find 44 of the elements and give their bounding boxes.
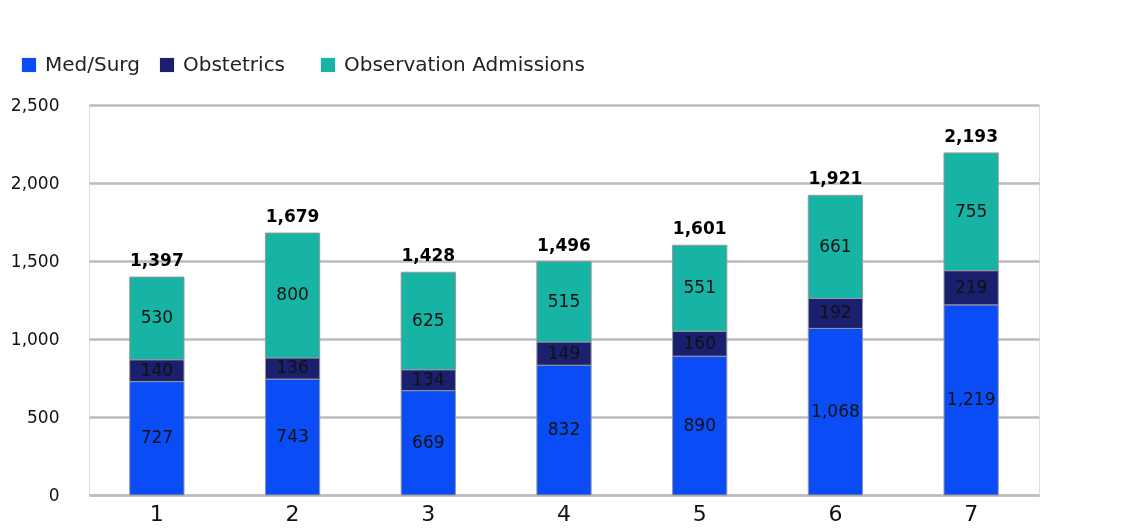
data-label: 219 — [954, 276, 988, 297]
data-label: 743 — [276, 426, 309, 447]
y-tick-label: 500 — [27, 406, 60, 427]
data-label: 140 — [140, 359, 174, 380]
data-label: 661 — [819, 235, 852, 256]
x-tick-label: 1 — [149, 500, 164, 526]
legend-label: Obstetrics — [183, 52, 286, 76]
x-tick-label: 6 — [828, 500, 843, 526]
data-label: 149 — [547, 342, 581, 363]
data-label: 832 — [547, 419, 581, 440]
y-tick-label: 1,000 — [10, 328, 60, 349]
x-tick-label: 5 — [692, 500, 707, 526]
data-label: 515 — [547, 290, 581, 311]
legend-label: Med/Surg — [45, 52, 140, 76]
data-label: 669 — [412, 431, 445, 452]
data-label: 551 — [683, 277, 716, 298]
x-tick-label: 7 — [964, 500, 979, 526]
total-label: 1,679 — [265, 206, 320, 227]
data-label: 192 — [819, 302, 852, 323]
y-tick-label: 2,000 — [10, 172, 60, 193]
y-tick-label: 2,500 — [10, 94, 60, 115]
total-label: 1,921 — [808, 168, 863, 189]
total-label: 2,193 — [944, 125, 999, 146]
data-label: 136 — [276, 357, 309, 378]
x-tick-label: 4 — [557, 500, 571, 526]
data-label: 755 — [954, 200, 988, 221]
data-label: 530 — [140, 307, 174, 328]
data-label: 890 — [683, 414, 716, 435]
data-label: 727 — [140, 427, 174, 448]
data-label: 1,068 — [811, 400, 860, 421]
x-tick-label: 3 — [421, 500, 436, 526]
total-label: 1,601 — [672, 218, 727, 239]
data-label: 134 — [412, 369, 445, 390]
data-label: 625 — [412, 309, 445, 330]
data-label: 1,219 — [946, 388, 996, 409]
total-label: 1,428 — [401, 245, 456, 266]
data-label: 800 — [276, 284, 309, 305]
total-label: 1,496 — [537, 234, 591, 255]
x-tick-label: 2 — [285, 500, 300, 526]
total-label: 1,397 — [129, 250, 184, 271]
y-tick-label: 0 — [48, 484, 60, 505]
y-tick-label: 1,500 — [10, 250, 60, 271]
legend-label: Observation Admissions — [344, 52, 585, 76]
data-label: 160 — [683, 332, 716, 353]
